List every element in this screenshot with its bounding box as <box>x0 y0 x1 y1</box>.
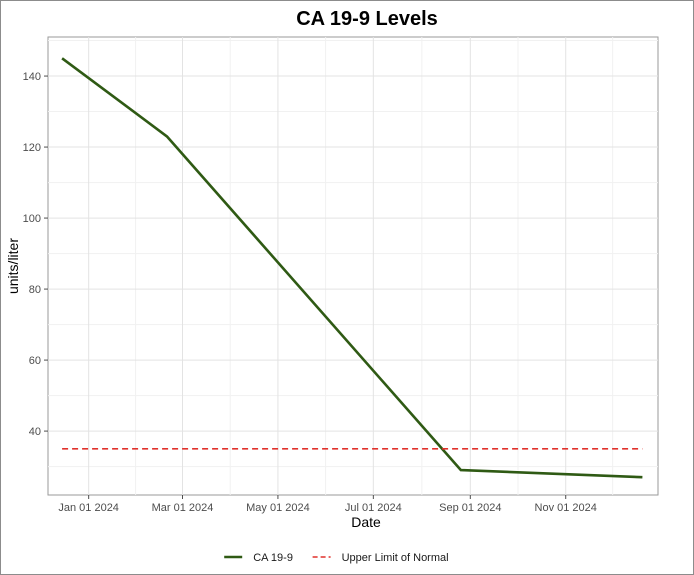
x-tick-label: Mar 01 2024 <box>152 502 214 514</box>
y-tick-label: 60 <box>29 355 41 367</box>
x-tick-label: May 01 2024 <box>246 502 310 514</box>
y-tick-label: 100 <box>23 213 41 225</box>
y-tick-label: 40 <box>29 426 41 438</box>
x-tick-label: Nov 01 2024 <box>535 502 597 514</box>
legend: CA 19-9 Upper Limit of Normal <box>224 552 449 564</box>
x-tick-label: Jan 01 2024 <box>58 502 119 514</box>
chart-title: CA 19-9 Levels <box>296 8 438 30</box>
x-axis: Jan 01 2024 Mar 01 2024 May 01 2024 Jul 01 … <box>58 495 597 514</box>
series-layer <box>61 57 643 479</box>
minor-gridlines <box>48 37 658 495</box>
series-line-ca-19-9 <box>61 57 643 479</box>
y-tick-label: 120 <box>23 142 41 154</box>
x-tick-label: Sep 01 2024 <box>439 502 501 514</box>
y-axis: 40 60 80 100 120 140 <box>23 71 48 438</box>
plot-panel <box>47 36 659 496</box>
y-axis-title: units/liter <box>5 238 21 294</box>
y-tick-label: 140 <box>23 71 41 83</box>
legend-label-upper-limit-of-normal: Upper Limit of Normal <box>342 552 449 564</box>
x-axis-title: Date <box>351 514 381 530</box>
x-tick-label: Jul 01 2024 <box>345 502 402 514</box>
y-tick-label: 80 <box>29 284 41 296</box>
major-gridlines <box>48 37 658 495</box>
legend-label-ca-19-9: CA 19-9 <box>253 552 293 564</box>
